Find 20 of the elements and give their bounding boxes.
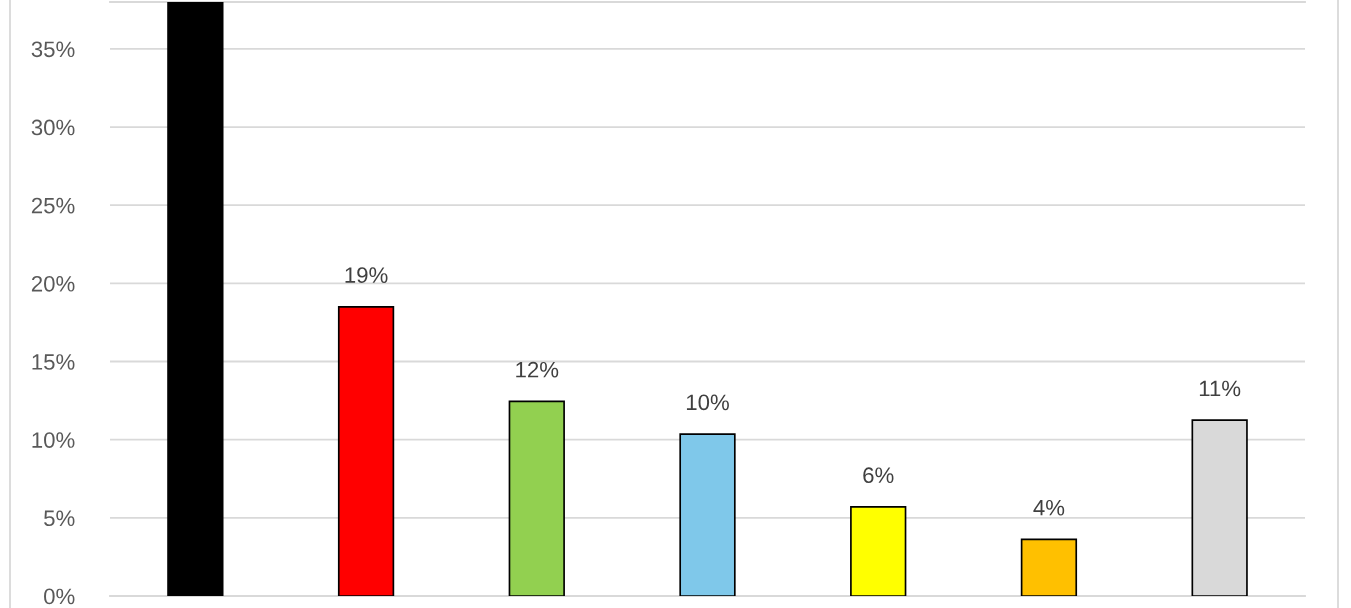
bar <box>337 305 395 596</box>
bar <box>679 433 736 596</box>
y-tick-label: 30% <box>31 119 75 136</box>
y-tick-label: 0% <box>44 588 75 605</box>
y-tick-label: 10% <box>32 432 75 448</box>
bar <box>167 2 224 596</box>
y-tick-label: 25% <box>31 197 75 214</box>
data-label: 12% <box>516 361 559 378</box>
data-label: 10% <box>686 394 729 411</box>
data-label: 11% <box>1199 380 1241 397</box>
y-tick-label: 15% <box>32 354 75 370</box>
y-tick-label: 35% <box>31 41 75 58</box>
y-tick-label: 5% <box>44 510 75 527</box>
bar <box>850 506 907 596</box>
y-tick-label: 20% <box>31 275 75 292</box>
data-label: 19% <box>345 267 388 283</box>
data-label: 4% <box>1033 499 1065 516</box>
bar <box>1020 538 1078 596</box>
data-label: 6% <box>863 467 894 484</box>
bar <box>508 400 565 596</box>
